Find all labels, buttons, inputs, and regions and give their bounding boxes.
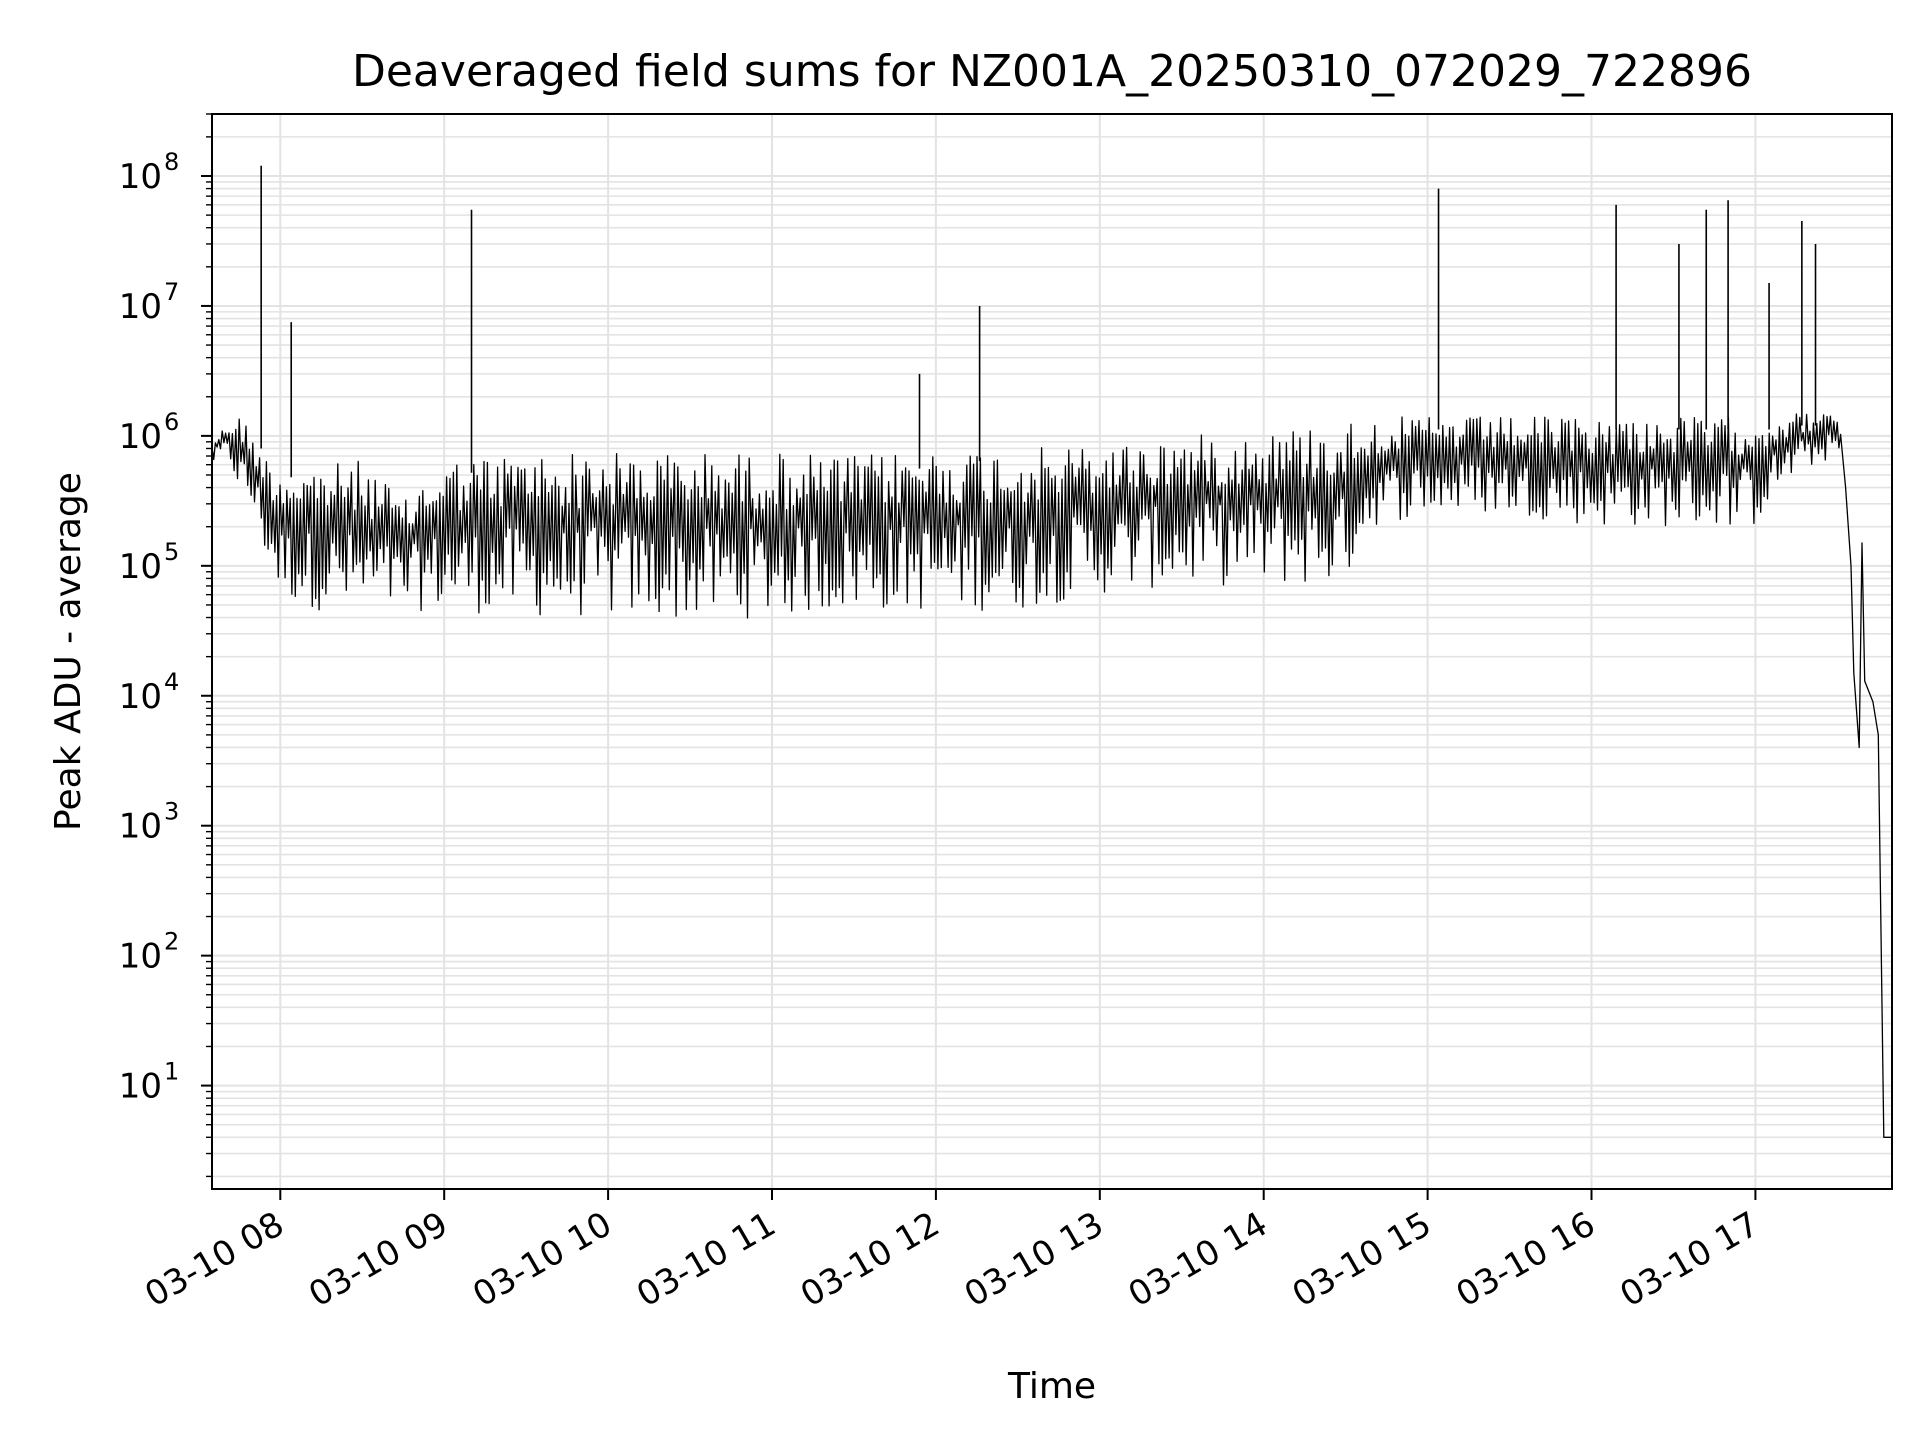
y-tick-label: 10 [119,937,162,977]
y-tick-label-exponent: 6 [164,408,179,436]
plot-frame [211,113,1893,1190]
y-tick-label-exponent: 1 [164,1058,179,1086]
x-tick-label: 03-10 09 [302,1204,454,1315]
x-tick-label: 03-10 10 [466,1204,618,1315]
x-tick-label: 03-10 11 [630,1204,782,1315]
y-tick-label: 10 [119,1067,162,1107]
y-tick-label-exponent: 4 [164,668,179,696]
x-tick-label: 03-10 08 [138,1204,290,1315]
grid [212,113,1892,1189]
y-axis-label: Peak ADU - average [48,472,89,831]
y-tick-label-exponent: 3 [164,798,179,826]
y-tick-label-exponent: 5 [164,538,179,566]
y-tick-label-exponent: 2 [164,928,179,956]
x-tick-label: 03-10 15 [1286,1204,1438,1315]
x-tick-label: 03-10 12 [794,1204,946,1315]
x-axis: 03-10 08 03-10 09 03-10 10 03-10 11 03-10 12… [138,1189,1766,1315]
y-tick-label-exponent: 7 [164,278,179,306]
y-tick-label-exponent: 8 [164,148,179,176]
x-tick-label: 03-10 13 [958,1204,1110,1315]
y-tick-label: 10 [119,157,162,197]
y-tick-label: 10 [119,677,162,717]
plot-area [211,165,1892,1138]
x-axis-label: Time [1007,1366,1096,1407]
data-line [211,413,1892,1138]
chart-title: Deaveraged field sums for NZ001A_2025031… [352,46,1752,97]
x-tick-label: 03-10 16 [1450,1204,1602,1315]
y-tick-label: 10 [119,547,162,587]
y-tick-label: 10 [119,807,162,847]
x-tick-label: 03-10 14 [1122,1204,1274,1315]
y-tick-label: 10 [119,417,162,457]
x-tick-label: 03-10 17 [1614,1204,1766,1315]
y-tick-label: 10 [119,287,162,327]
